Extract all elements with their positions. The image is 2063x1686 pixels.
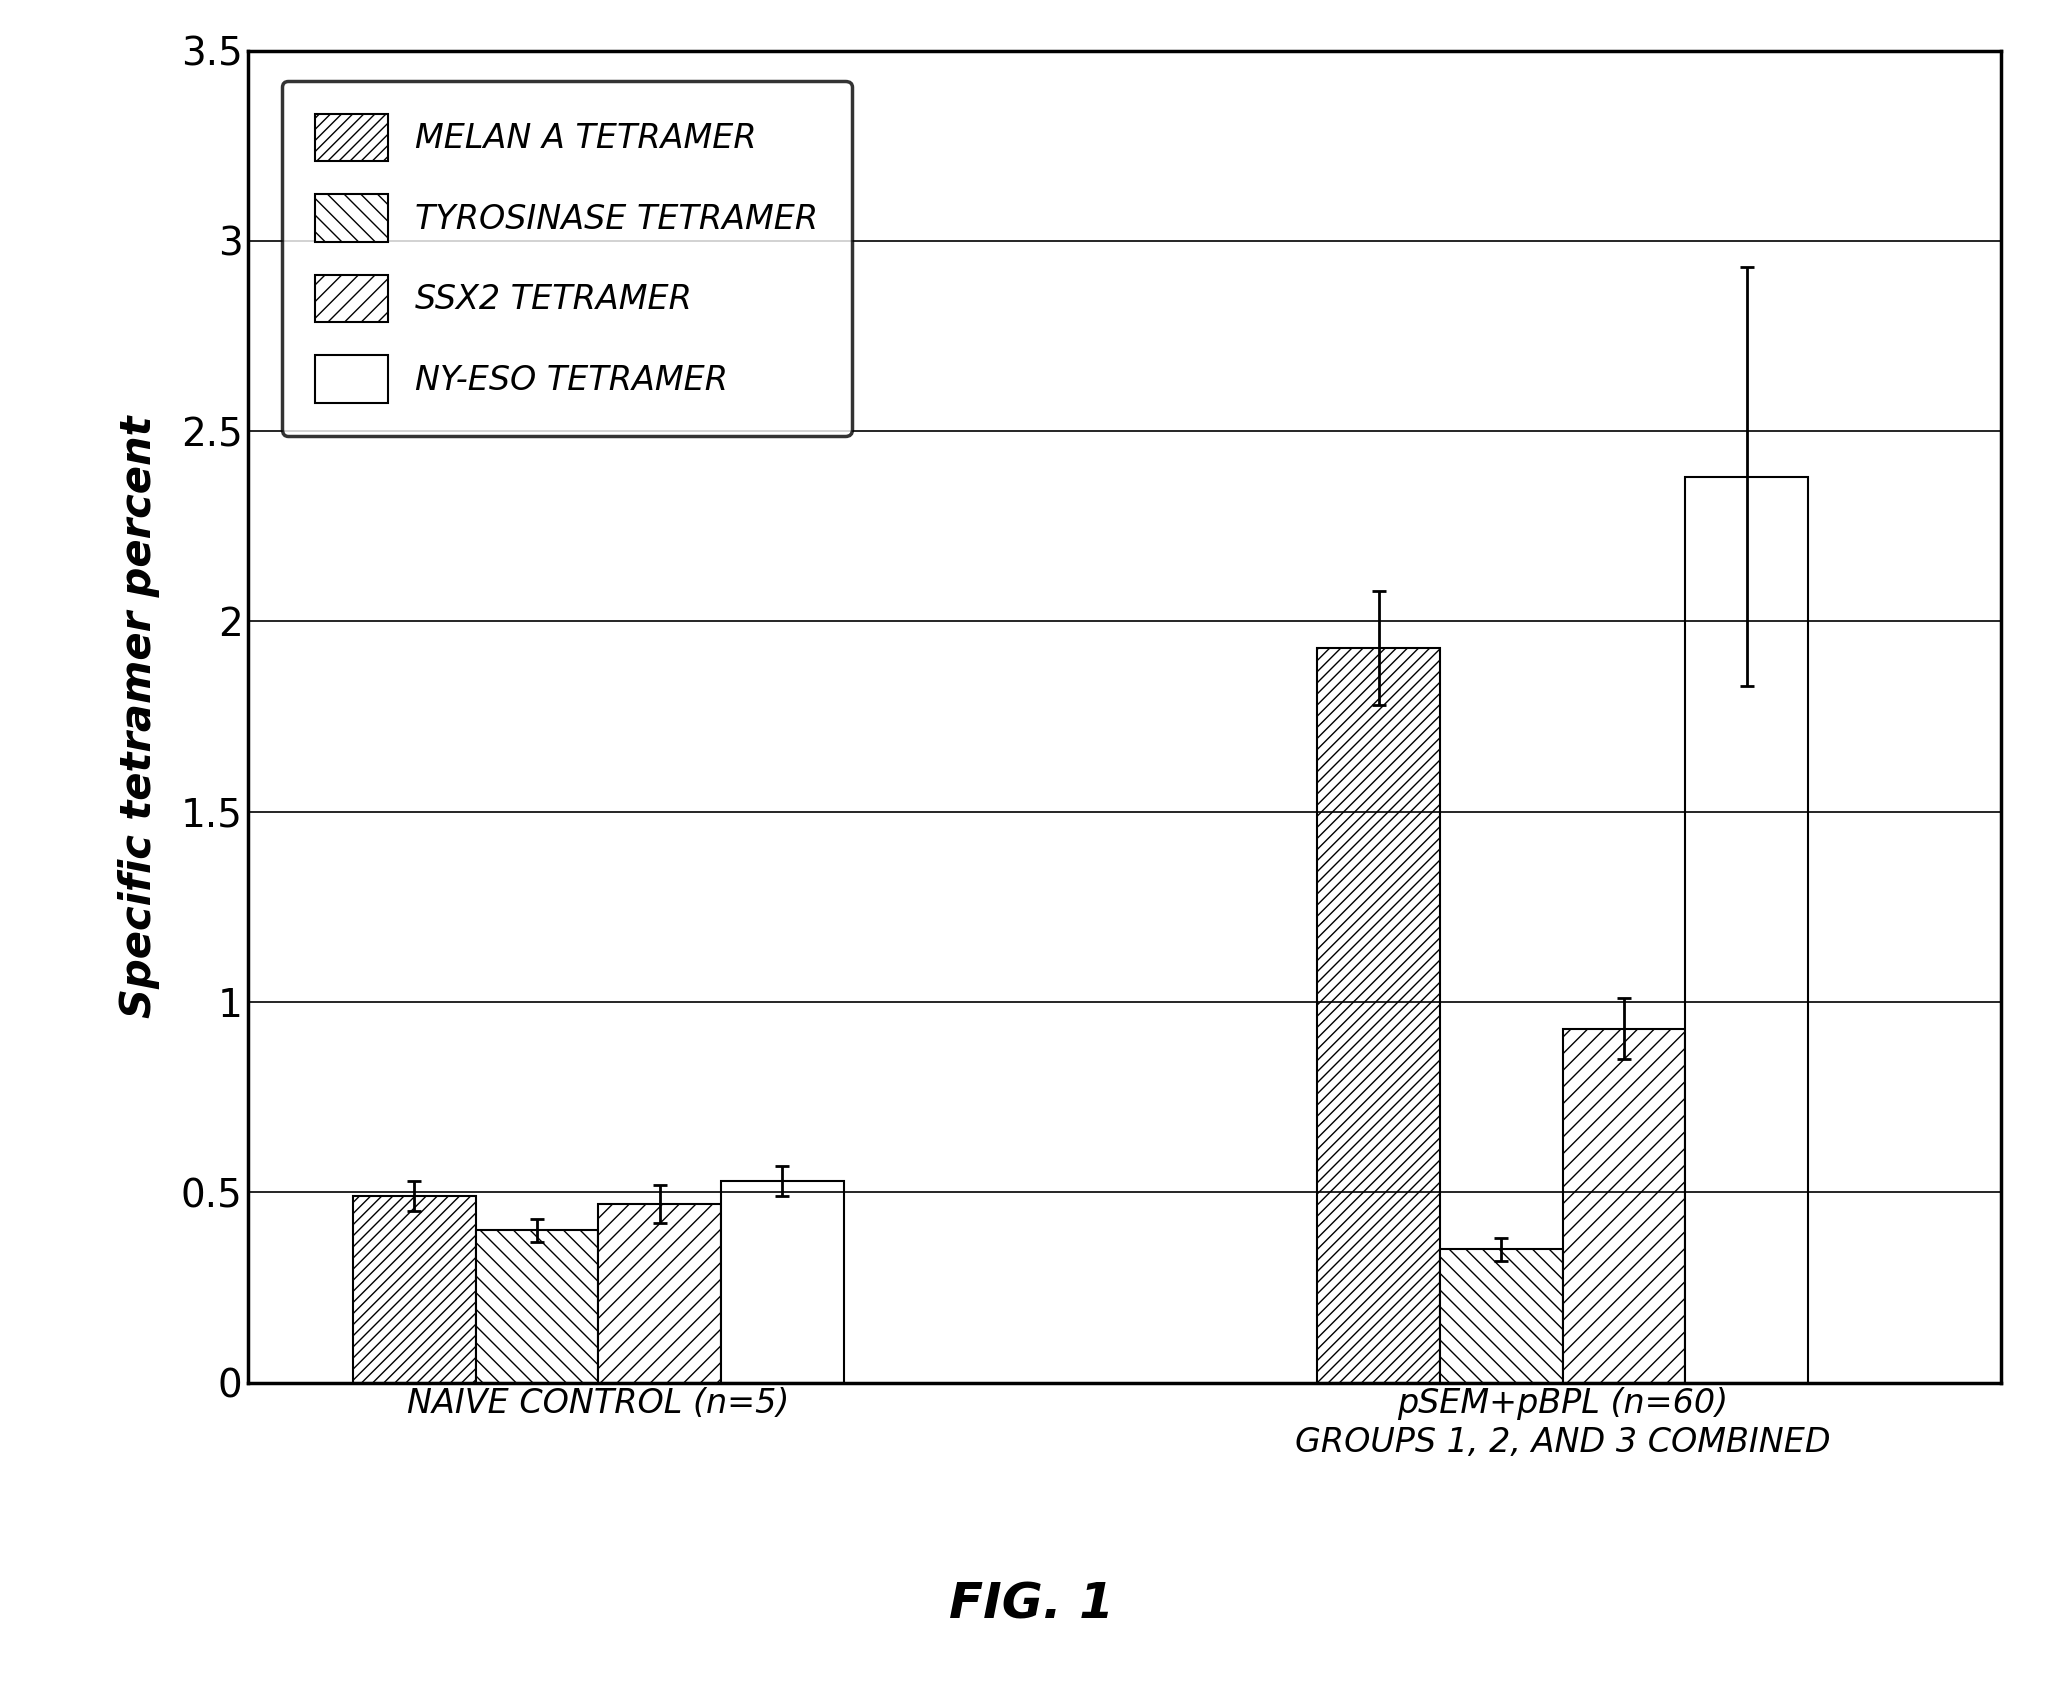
Bar xyxy=(722,1180,844,1383)
Text: FIG. 1: FIG. 1 xyxy=(949,1580,1114,1629)
Bar xyxy=(1564,1028,1685,1383)
Y-axis label: Specific tetramer percent: Specific tetramer percent xyxy=(118,415,161,1018)
Legend: MELAN A TETRAMER, TYROSINASE TETRAMER, SSX2 TETRAMER, NY-ESO TETRAMER: MELAN A TETRAMER, TYROSINASE TETRAMER, S… xyxy=(283,81,852,437)
Bar xyxy=(474,1231,598,1383)
Bar xyxy=(598,1204,722,1383)
Bar xyxy=(1685,477,1807,1383)
Bar xyxy=(1318,647,1440,1383)
Bar xyxy=(1440,1249,1564,1383)
Bar xyxy=(353,1195,474,1383)
